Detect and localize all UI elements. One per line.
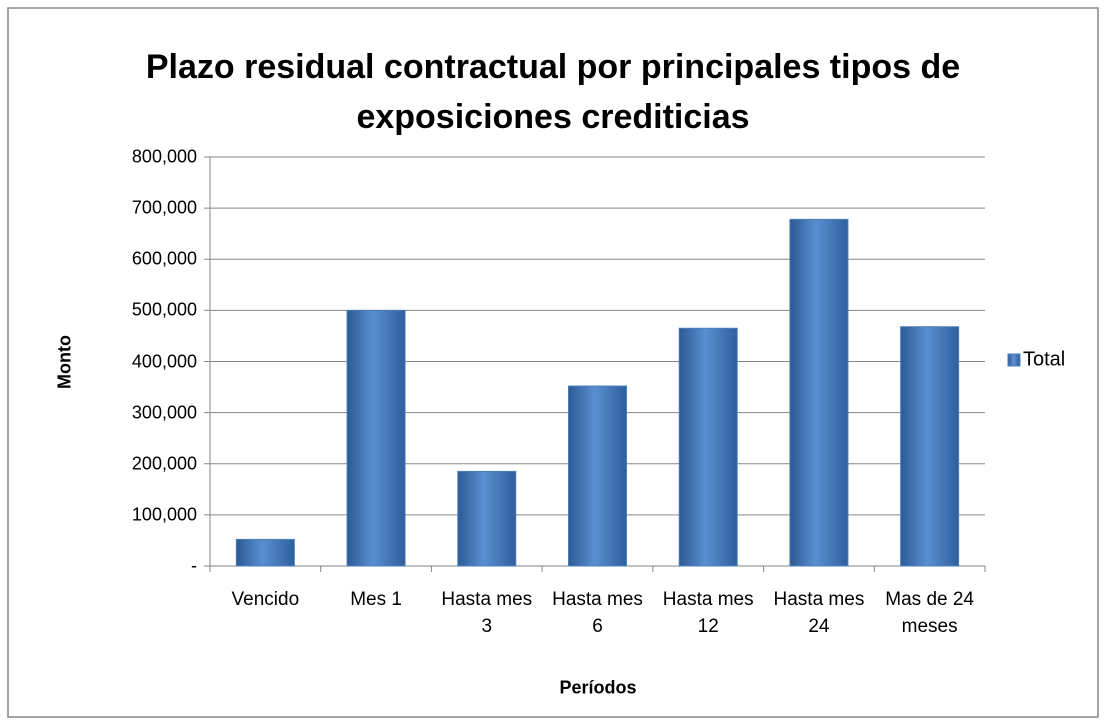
y-tick-label: 700,000 — [131, 197, 197, 218]
bar — [568, 385, 627, 567]
x-tick-label: Mas de 24 meses — [885, 589, 974, 637]
bar — [235, 538, 295, 567]
y-tick-label: - — [191, 555, 197, 576]
x-axis-title: Períodos — [559, 677, 637, 698]
x-tick-label: Hasta mes 6 — [552, 589, 643, 637]
bar — [457, 470, 517, 567]
bar — [678, 327, 738, 567]
x-tick-label: Hasta mes 24 — [773, 589, 865, 637]
y-tick-label: 800,000 — [131, 146, 197, 167]
x-tick-label: Hasta mes 12 — [662, 589, 754, 637]
y-tick-label: 300,000 — [131, 402, 197, 423]
y-axis-title: Monto — [54, 335, 75, 389]
y-tick-label: 400,000 — [131, 351, 197, 371]
x-tick-label: Mes 1 — [350, 589, 402, 610]
chart-title: Plazo residual contractual por principal… — [145, 48, 961, 136]
legend-label: Total — [1023, 348, 1066, 371]
y-tick-label: 100,000 — [131, 504, 197, 525]
bar — [346, 309, 406, 567]
bar — [789, 218, 849, 567]
y-tick-label: 200,000 — [131, 453, 197, 474]
y-tick-label: 500,000 — [131, 299, 197, 320]
x-tick-label: Hasta mes 3 — [441, 589, 533, 637]
x-tick-label: Vencido — [231, 589, 300, 610]
y-tick-label: 600,000 — [131, 248, 197, 269]
legend-swatch — [1007, 353, 1021, 367]
bar — [900, 326, 960, 567]
